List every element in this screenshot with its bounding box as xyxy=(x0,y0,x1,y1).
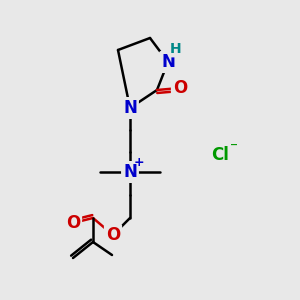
Text: N: N xyxy=(123,163,137,181)
Text: O: O xyxy=(106,226,120,244)
Text: N: N xyxy=(161,53,175,71)
Text: H: H xyxy=(170,42,182,56)
Text: O: O xyxy=(66,214,80,232)
Text: ⁻: ⁻ xyxy=(230,140,238,155)
Text: N: N xyxy=(123,99,137,117)
Text: O: O xyxy=(173,79,187,97)
Text: Cl: Cl xyxy=(211,146,229,164)
Text: +: + xyxy=(134,157,144,169)
